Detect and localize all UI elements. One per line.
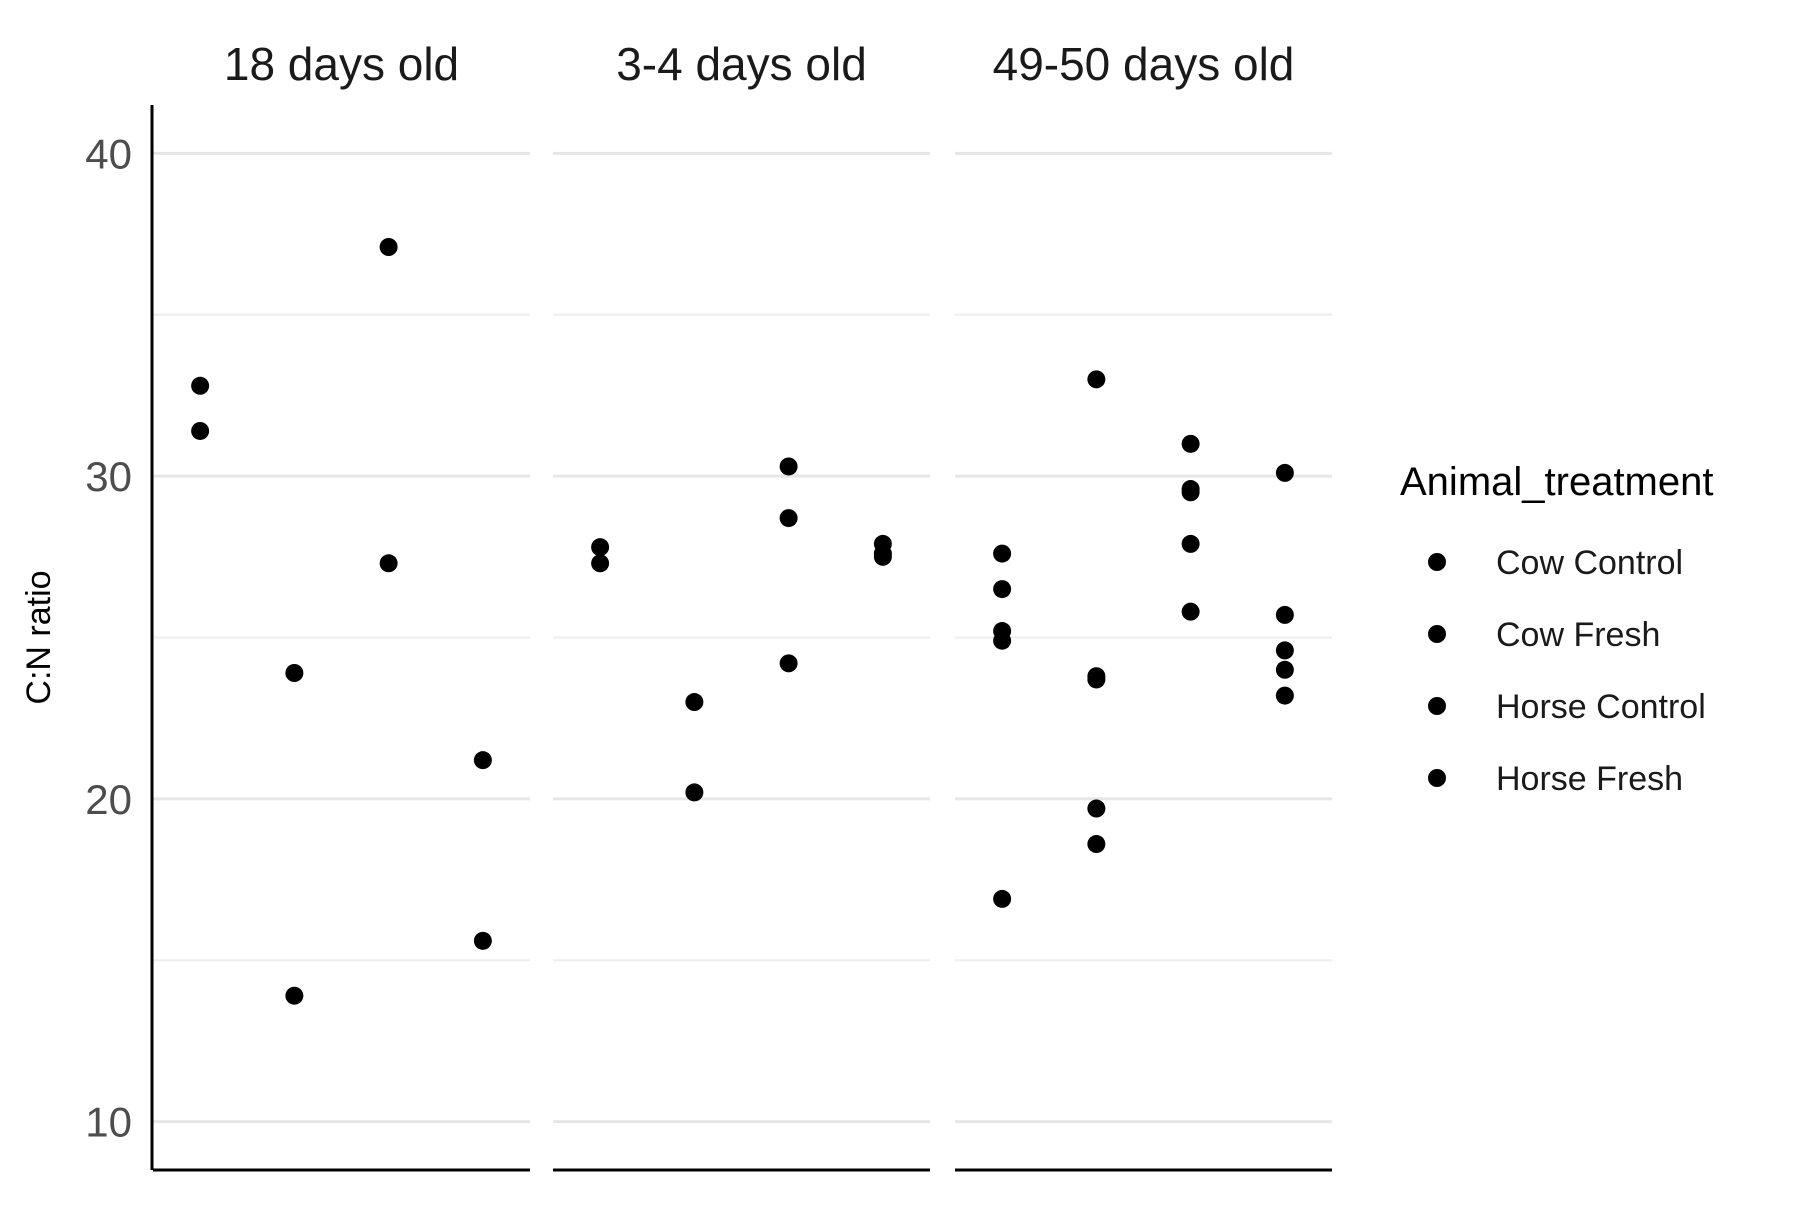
data-point xyxy=(779,509,798,528)
legend-entry-label: Horse Control xyxy=(1496,688,1706,726)
legend-key-marker xyxy=(1428,697,1446,715)
data-point xyxy=(1275,686,1294,705)
data-point xyxy=(1275,463,1294,482)
data-point xyxy=(1087,670,1106,689)
data-point xyxy=(1087,835,1106,854)
facet-titles: 18 days old 3-4 days old 49-50 days old xyxy=(224,38,1295,90)
legend-key-marker xyxy=(1428,553,1446,571)
data-point xyxy=(379,238,398,256)
data-points xyxy=(191,238,1294,1005)
data-point xyxy=(473,751,492,770)
data-point xyxy=(591,538,610,557)
data-point xyxy=(779,457,798,476)
data-point xyxy=(1087,799,1106,818)
data-point xyxy=(1181,534,1200,553)
data-point xyxy=(1275,660,1294,679)
data-point xyxy=(993,544,1012,563)
legend-key-marker xyxy=(1428,625,1446,643)
data-point xyxy=(993,889,1012,908)
facet-title: 49-50 days old xyxy=(993,38,1295,90)
data-point xyxy=(285,664,304,682)
legend-title: Animal_treatment xyxy=(1400,460,1713,504)
data-point xyxy=(473,931,492,950)
data-point xyxy=(1275,605,1294,624)
data-point xyxy=(685,693,704,712)
legend-entry-label: Horse Fresh xyxy=(1496,760,1683,798)
y-tick-label: 40 xyxy=(85,130,132,177)
facet-title: 18 days old xyxy=(224,38,459,90)
y-axis-title: C:N ratio xyxy=(20,570,58,704)
data-point xyxy=(1181,602,1200,621)
axes xyxy=(150,105,1332,1172)
data-point xyxy=(1181,483,1200,502)
data-point xyxy=(779,654,798,673)
data-point xyxy=(1181,434,1200,453)
data-point xyxy=(993,580,1012,599)
y-tick-label: 20 xyxy=(85,776,132,823)
legend-entry-label: Cow Fresh xyxy=(1496,616,1660,654)
data-point xyxy=(285,986,304,1005)
data-point xyxy=(591,554,610,573)
legend: Animal_treatment Cow Control Cow Fresh Hor… xyxy=(1400,460,1713,798)
data-point xyxy=(1275,641,1294,660)
data-point xyxy=(1087,370,1106,389)
data-point xyxy=(191,421,210,440)
data-point xyxy=(685,783,704,802)
y-tick-label: 10 xyxy=(85,1099,132,1146)
data-point xyxy=(993,631,1012,650)
y-tick-label: 30 xyxy=(85,453,132,500)
y-tick-labels: 10 20 30 40 xyxy=(85,130,132,1145)
data-point xyxy=(873,547,892,566)
data-point xyxy=(191,376,210,395)
facet-title: 3-4 days old xyxy=(616,38,867,90)
gridlines xyxy=(153,151,1332,1124)
legend-entry-label: Cow Control xyxy=(1496,544,1683,582)
legend-key-marker xyxy=(1428,769,1446,787)
data-point xyxy=(379,554,398,573)
